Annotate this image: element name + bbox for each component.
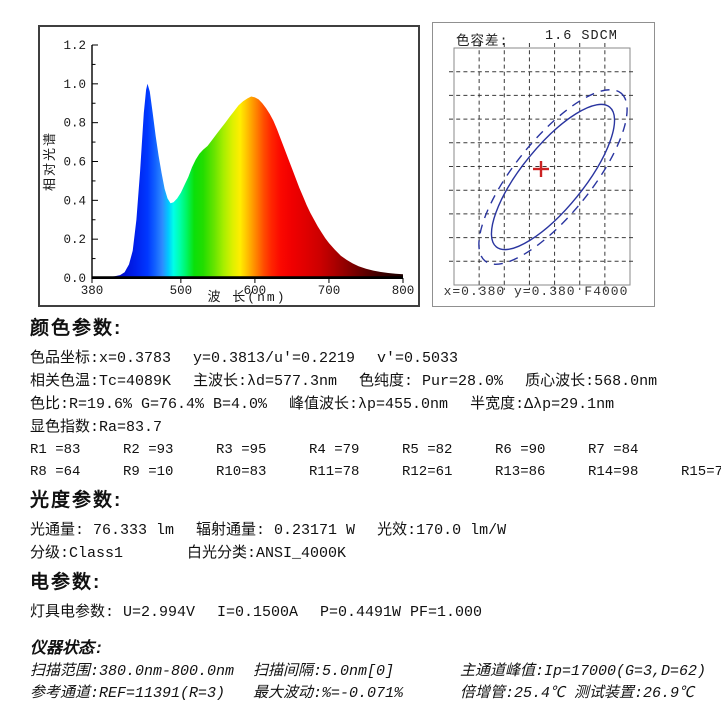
param-value: 光通量: 76.333 lm — [30, 522, 175, 539]
param-line: 色比:R=19.6% G=76.4% B=4.0% 峰值波长:λp=455.0nm… — [30, 396, 698, 413]
spectrum-chart-panel: 0.0 0.2 0.4 0.6 0.8 1.0 1.2 380 500 600 700 800 相对光谱… — [38, 25, 420, 307]
y-tick-label: 0.8 — [63, 117, 86, 131]
y-tick-label: 1.2 — [63, 39, 86, 53]
cri-value: R15=76 — [681, 464, 721, 480]
instrument-value: 主通道峰值:Ip=17000(G=3,D=62) — [460, 663, 707, 680]
param-value: 灯具电参数: U=2.994V — [30, 604, 196, 621]
cri-value: R6 =90 — [495, 442, 546, 458]
cri-value: R5 =82 — [402, 442, 453, 458]
section-color_params: 颜色参数: 色品坐标:x=0.3783 y=0.3813/u'=0.2219 v'=0… — [30, 318, 721, 480]
color-tolerance-value: 1.6 SDCM — [545, 29, 618, 44]
y-tick-label: 0.0 — [63, 272, 86, 286]
cri-row: R8 =64 R9 =10 R10=83 R11=78 R12=61 R13=86 R14=… — [30, 464, 721, 480]
instrument-status-section: 仪器状态: 扫描范围:380.0nm-800.0nm 扫描间隔:5.0nm[0] 主… — [30, 640, 710, 707]
spectral-distribution-chart: 0.0 0.2 0.4 0.6 0.8 1.0 1.2 380 500 600 700 800 相对光谱… — [43, 39, 415, 305]
param-value: 质心波长:568.0nm — [525, 373, 658, 390]
section-title: 颜色参数: — [30, 318, 123, 339]
spectrum-curve — [92, 83, 403, 278]
param-value: 峰值波长:λp=455.0nm — [289, 396, 449, 413]
param-value: 色纯度: Pur=28.0% — [359, 373, 504, 390]
instrument-value: 参考通道:REF=11391(R=3) — [30, 685, 226, 702]
section-title: 光度参数: — [30, 490, 123, 511]
section-electrical: 电参数: 灯具电参数: U=2.994V I=0.1500A P=0.4491W PF… — [30, 572, 698, 621]
chromaticity-panel: 色容差: 1.6 SDCM x=0.380 y=0.380 F4000 — [432, 22, 655, 307]
instrument-value: 最大波动:%=-0.071% — [253, 685, 404, 702]
cri-value: R7 =84 — [588, 442, 639, 458]
x-tick-label: 800 — [392, 284, 415, 298]
instrument-value: 扫描范围:380.0nm-800.0nm — [30, 663, 235, 680]
parameters-area: 颜色参数: 色品坐标:x=0.3783 y=0.3813/u'=0.2219 v'=0… — [30, 318, 721, 627]
cri-value: R4 =79 — [309, 442, 360, 458]
cri-value: R11=78 — [309, 464, 360, 480]
cri-value: R9 =10 — [123, 464, 174, 480]
cri-value: R13=86 — [495, 464, 546, 480]
y-tick-label: 0.2 — [63, 233, 86, 247]
instrument-status-rows: 扫描范围:380.0nm-800.0nm 扫描间隔:5.0nm[0] 主通道峰值:I… — [30, 663, 710, 702]
param-value: 主波长:λd=577.3nm — [193, 373, 338, 390]
param-value: v'=0.5033 — [377, 350, 459, 367]
param-value: 显色指数:Ra=83.7 — [30, 419, 163, 436]
y-tick-label: 1.0 — [63, 78, 86, 92]
cri-value: R12=61 — [402, 464, 453, 480]
param-value: 色品坐标:x=0.3783 — [30, 350, 172, 367]
param-value: P=0.4491W PF=1.000 — [320, 604, 483, 621]
cri-value: R10=83 — [216, 464, 267, 480]
cri-value: R14=98 — [588, 464, 639, 480]
param-value: 光效:170.0 lm/W — [377, 522, 507, 539]
section-photometric: 光度参数: 光通量: 76.333 lm 辐射通量: 0.23171 W 光效:170… — [30, 490, 698, 562]
x-tick-label: 380 — [81, 284, 104, 298]
x-axis-title: 波 长(nm) — [207, 290, 286, 305]
param-value: y=0.3813/u'=0.2219 — [193, 350, 356, 367]
param-value: I=0.1500A — [217, 604, 299, 621]
instrument-value: 倍增管:25.4℃ 测试装置:26.9℃ — [460, 685, 695, 702]
y-tick-label: 0.4 — [63, 194, 86, 208]
x-tick-label: 600 — [244, 284, 267, 298]
param-value: 白光分类:ANSI_4000K — [187, 545, 347, 562]
cri-value: R2 =93 — [123, 442, 174, 458]
instrument-value: 扫描间隔:5.0nm[0] — [253, 663, 395, 680]
instrument-status-title: 仪器状态: — [30, 640, 104, 658]
param-line: 灯具电参数: U=2.994V I=0.1500A P=0.4491W PF=1.0… — [30, 604, 698, 621]
param-value: 相关色温:Tc=4089K — [30, 373, 172, 390]
param-value: 辐射通量: 0.23171 W — [196, 522, 356, 539]
x-tick-label: 500 — [170, 284, 193, 298]
cri-row: R1 =83 R2 =93 R3 =95 R4 =79 R5 =82 R6 =90 R7 =… — [30, 442, 698, 458]
chromaticity-coordinates-label: x=0.380 y=0.380 F4000 — [443, 284, 629, 299]
param-line: 色品坐标:x=0.3783 y=0.3813/u'=0.2219 v'=0.5033 — [30, 350, 698, 367]
instrument-row: 扫描范围:380.0nm-800.0nm 扫描间隔:5.0nm[0] 主通道峰值:I… — [30, 663, 710, 680]
cri-value: R1 =83 — [30, 442, 81, 458]
cri-value: R3 =95 — [216, 442, 267, 458]
y-axis-title: 相对光谱 — [43, 131, 58, 191]
param-line: 显色指数:Ra=83.7 — [30, 419, 698, 436]
sdcm-ellipse-solid — [490, 103, 616, 251]
param-value: 色比:R=19.6% G=76.4% B=4.0% — [30, 396, 268, 413]
section-title: 电参数: — [30, 572, 102, 593]
cri-value: R8 =64 — [30, 464, 81, 480]
sdcm-ellipse-dashed — [478, 89, 628, 265]
x-tick-label: 700 — [318, 284, 341, 298]
param-value: 半宽度:Δλp=29.1nm — [470, 396, 615, 413]
color-tolerance-header: 色容差: 1.6 SDCM — [433, 29, 654, 50]
param-value: 分级:Class1 — [30, 545, 124, 562]
param-line: 光通量: 76.333 lm 辐射通量: 0.23171 W 光效:170.0 lm… — [30, 522, 698, 539]
instrument-row: 参考通道:REF=11391(R=3) 最大波动:%=-0.071% 倍增管:25.… — [30, 685, 710, 702]
color-tolerance-label: 色容差: — [456, 35, 509, 50]
param-line: 相关色温:Tc=4089K 主波长:λd=577.3nm 色纯度: Pur=28.0… — [30, 373, 698, 390]
y-tick-label: 0.6 — [63, 156, 86, 170]
param-line: 分级:Class1 白光分类:ANSI_4000K — [30, 545, 698, 562]
sdcm-ellipse-chart — [449, 43, 635, 290]
